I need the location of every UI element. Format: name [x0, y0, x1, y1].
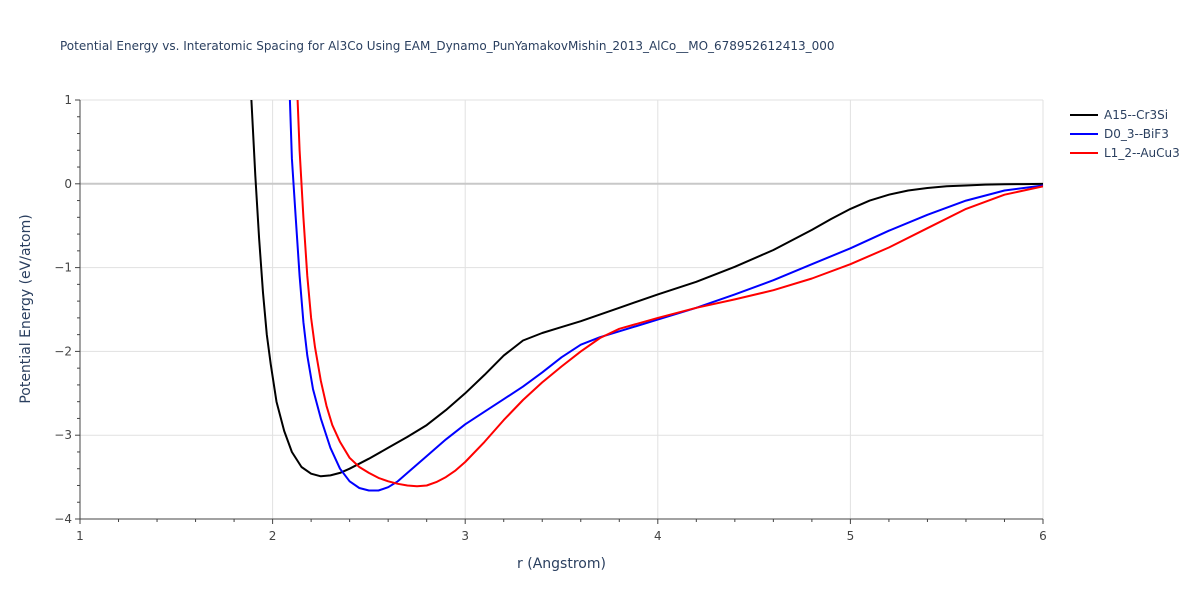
y-tick-label: −1 [54, 261, 72, 275]
series-line-3 [296, 100, 1043, 488]
x-tick-label: 2 [269, 529, 277, 543]
x-tick-label: 5 [847, 529, 855, 543]
x-tick-label: 6 [1039, 529, 1047, 543]
y-tick-label: −3 [54, 428, 72, 442]
chart-title: Potential Energy vs. Interatomic Spacing… [60, 39, 835, 53]
axes: 1 2 3 4 5 6 −4 −3 −2 −1 0 1 [54, 93, 1047, 543]
legend: A15--Cr3Si D0_3--BiF3 L1_2--AuCu3 [1070, 108, 1180, 160]
x-tick-label: 4 [654, 529, 662, 543]
y-tick-label: 1 [64, 93, 72, 107]
series-layer [250, 100, 1043, 492]
legend-label: D0_3--BiF3 [1104, 127, 1169, 141]
grid-lines [80, 99, 1044, 519]
legend-label: L1_2--AuCu3 [1104, 146, 1180, 160]
x-tick-label: 3 [461, 529, 469, 543]
y-tick-label: −2 [54, 344, 72, 358]
y-tick-label: 0 [64, 177, 72, 191]
legend-label: A15--Cr3Si [1104, 108, 1168, 122]
series-line-2 [288, 100, 1043, 492]
y-tick-label: −4 [54, 512, 72, 526]
series-line-1 [250, 100, 1043, 478]
x-tick-label: 1 [76, 529, 84, 543]
y-axis-title: Potential Energy (eV/atom) [18, 214, 34, 403]
x-axis-title: r (Angstrom) [517, 556, 606, 572]
